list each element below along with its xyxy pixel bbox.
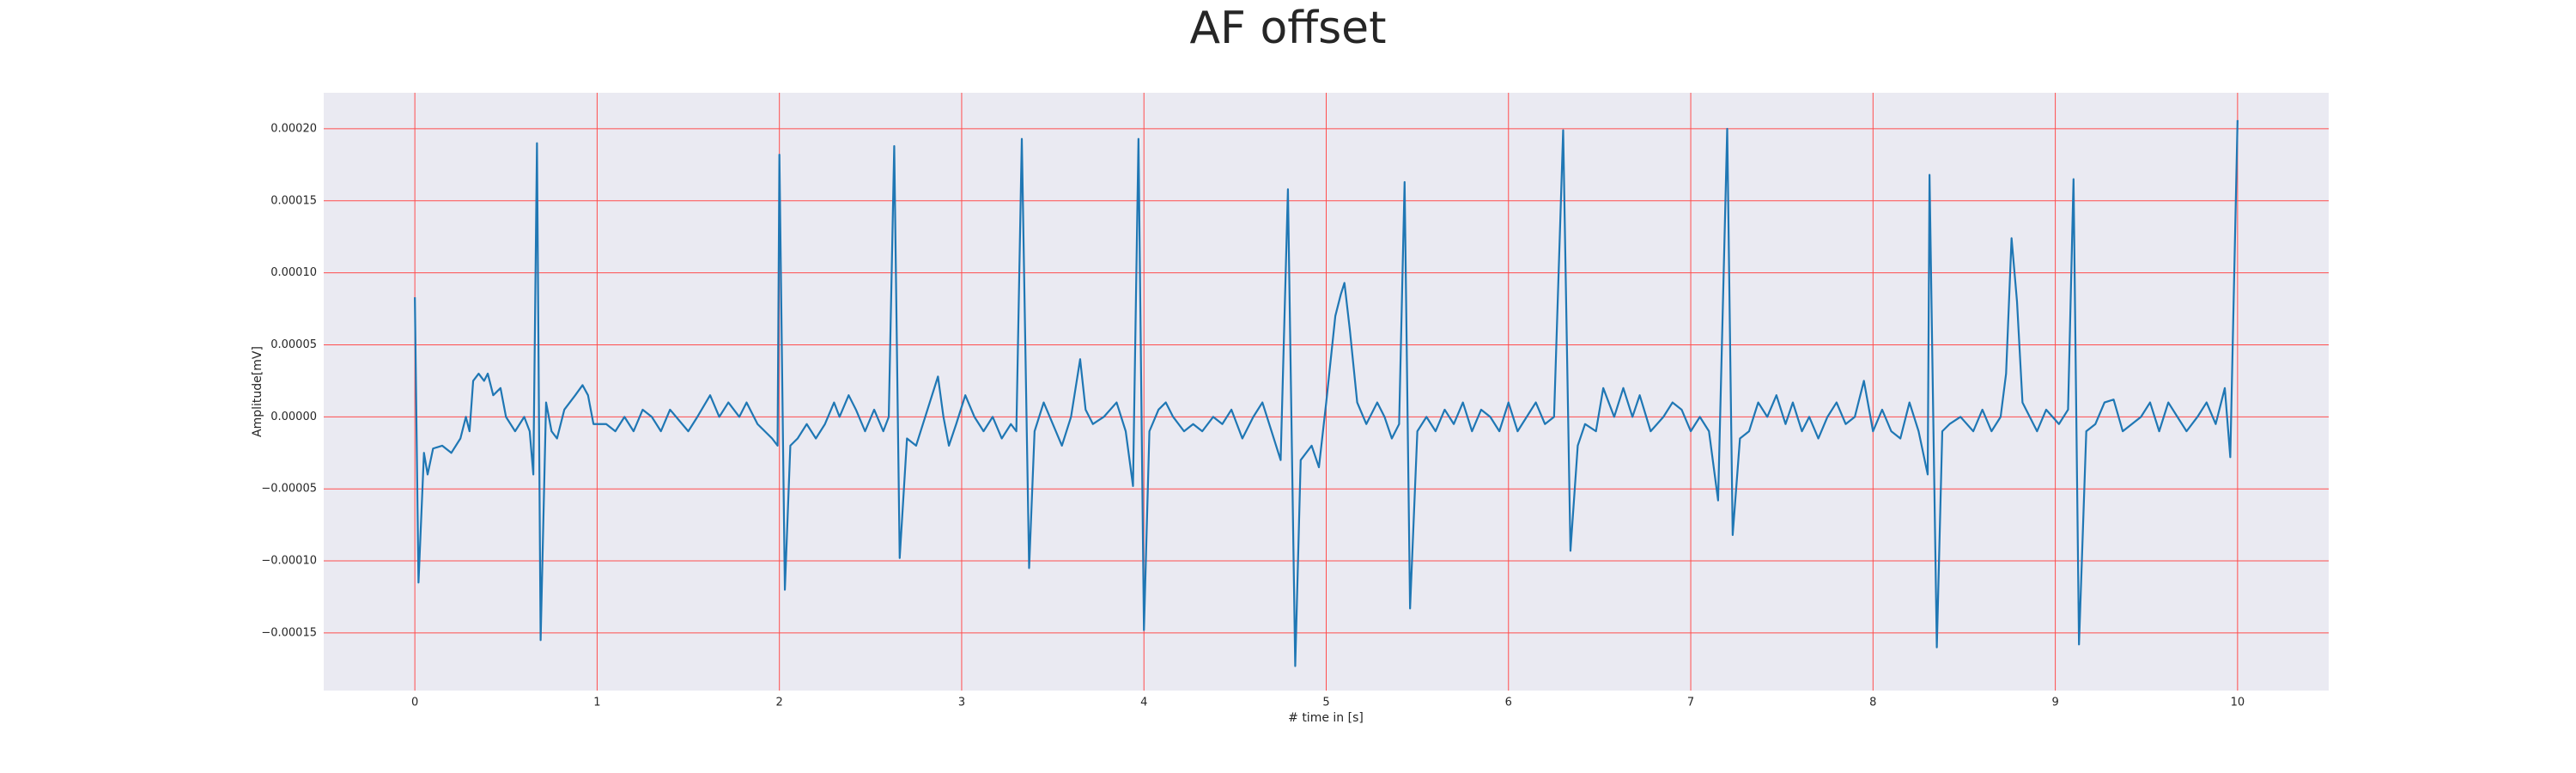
y-tick-label: 0.00010 — [270, 266, 317, 279]
x-axis-label: # time in [s] — [1288, 711, 1364, 725]
y-tick-label: 0.00005 — [270, 338, 317, 351]
x-tick-label: 9 — [2051, 697, 2058, 709]
x-tick-label: 6 — [1505, 697, 1512, 709]
y-tick-label: 0.00015 — [270, 194, 317, 207]
x-tick-label: 10 — [2231, 697, 2245, 709]
y-tick-label: 0.00000 — [270, 411, 317, 423]
x-tick-label: 5 — [1322, 697, 1329, 709]
line-series — [414, 119, 2239, 667]
x-tick-label: 8 — [1869, 697, 1876, 709]
x-tick-label: 1 — [593, 697, 600, 709]
y-tick-label: 0.00020 — [270, 122, 317, 135]
y-tick-label: −0.00015 — [261, 626, 317, 639]
y-tick-label: −0.00005 — [261, 483, 317, 496]
x-tick-label: 7 — [1687, 697, 1694, 709]
x-tick-label: 2 — [776, 697, 783, 709]
x-tick-label: 3 — [958, 697, 965, 709]
x-tick-label: 0 — [411, 697, 418, 709]
y-axis-label: Amplitude[mV] — [251, 346, 264, 437]
x-tick-label: 4 — [1140, 697, 1147, 709]
chart-title: AF offset — [1189, 3, 1386, 54]
y-tick-label: −0.00010 — [261, 555, 317, 568]
